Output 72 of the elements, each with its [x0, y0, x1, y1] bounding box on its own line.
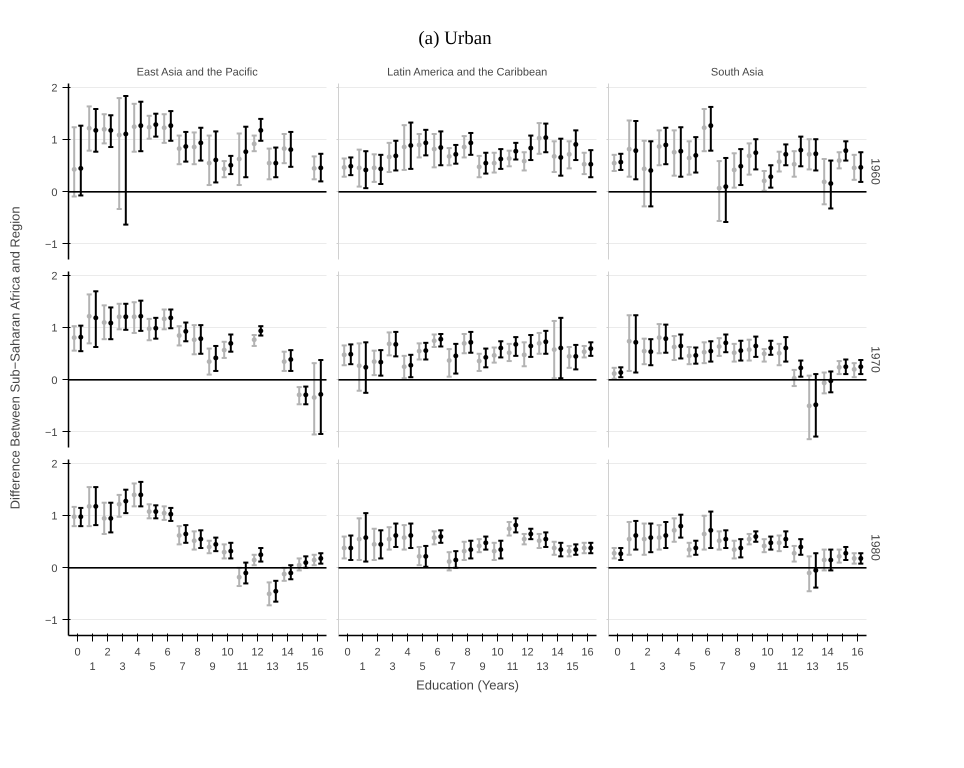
- y-tick-label: 0: [51, 186, 58, 199]
- x-tick-label: 5: [149, 661, 156, 674]
- x-tick-label: 8: [734, 646, 741, 659]
- x-tick-label: 6: [164, 646, 171, 659]
- x-tick-label: 5: [419, 661, 426, 674]
- x-tick-label: 10: [221, 646, 234, 659]
- x-tick-label: 9: [479, 661, 486, 674]
- x-tick-label: 10: [491, 646, 504, 659]
- x-tick-label: 13: [536, 661, 549, 674]
- x-tick-label: 7: [179, 661, 186, 674]
- x-tick-label: 8: [464, 646, 471, 659]
- x-tick-label: 4: [674, 646, 681, 659]
- x-tick-label: 14: [551, 646, 564, 659]
- x-tick-label: 7: [719, 661, 726, 674]
- y-tick-label: −1: [44, 427, 58, 440]
- x-tick-label: 13: [806, 661, 819, 674]
- x-tick-label: 2: [374, 646, 381, 659]
- x-tick-label: 14: [281, 646, 294, 659]
- x-tick-label: 15: [566, 661, 579, 674]
- x-tick-label: 2: [644, 646, 651, 659]
- x-tick-label: 1: [89, 661, 96, 674]
- x-tick-label: 6: [704, 646, 711, 659]
- x-tick-label: 12: [791, 646, 804, 659]
- text: 1970: [868, 346, 882, 374]
- x-tick-label: 0: [74, 646, 81, 659]
- x-tick-label: 4: [404, 646, 411, 659]
- x-tick-label: 9: [209, 661, 216, 674]
- x-tick-label: 6: [434, 646, 441, 659]
- x-tick-label: 8: [194, 646, 201, 659]
- x-tick-label: 11: [506, 661, 518, 674]
- x-tick-label: 15: [296, 661, 309, 674]
- x-tick-label: 0: [614, 646, 621, 659]
- x-tick-label: 4: [134, 646, 141, 659]
- x-tick-label: 14: [821, 646, 834, 659]
- text: (a) Urban: [418, 27, 492, 51]
- x-tick-label: 3: [659, 661, 666, 674]
- y-tick-label: 1: [51, 510, 58, 523]
- y-tick-label: 2: [51, 458, 58, 471]
- x-axis-title: Education (Years): [416, 678, 519, 693]
- chart-title: South Asia: [710, 66, 764, 79]
- chart-title: Latin America and the Caribbean: [387, 66, 548, 79]
- y-tick-label: 2: [51, 270, 58, 283]
- x-tick-label: 13: [266, 661, 279, 674]
- y-tick-label: 2: [51, 82, 58, 95]
- x-tick-label: 16: [581, 646, 594, 659]
- x-tick-label: 16: [311, 646, 324, 659]
- x-tick-label: 12: [521, 646, 534, 659]
- x-tick-label: 2: [104, 646, 111, 659]
- y-tick-label: 1: [51, 322, 58, 335]
- y-tick-label: −1: [44, 239, 58, 252]
- y-tick-label: 0: [51, 374, 58, 387]
- x-tick-label: 11: [236, 661, 248, 674]
- x-tick-label: 5: [689, 661, 696, 674]
- x-tick-label: 0: [344, 646, 351, 659]
- x-tick-label: 11: [776, 661, 788, 674]
- x-tick-label: 9: [749, 661, 756, 674]
- x-tick-label: 12: [251, 646, 264, 659]
- x-tick-label: 1: [359, 661, 366, 674]
- y-tick-label: −1: [44, 615, 58, 628]
- x-tick-label: 10: [761, 646, 774, 659]
- x-tick-label: 3: [389, 661, 396, 674]
- y-axis-title: Difference Between Sub−Saharan Africa and Region: [8, 206, 22, 510]
- text: 1980: [868, 534, 882, 562]
- text: 1960: [868, 158, 882, 186]
- x-tick-label: 3: [119, 661, 126, 674]
- x-tick-label: 1: [629, 661, 636, 674]
- x-tick-label: 15: [836, 661, 849, 674]
- y-tick-label: 0: [51, 562, 58, 575]
- x-tick-label: 7: [449, 661, 456, 674]
- x-tick-label: 16: [851, 646, 864, 659]
- y-tick-label: 1: [51, 134, 58, 147]
- chart-title: East Asia and the Pacific: [136, 66, 258, 79]
